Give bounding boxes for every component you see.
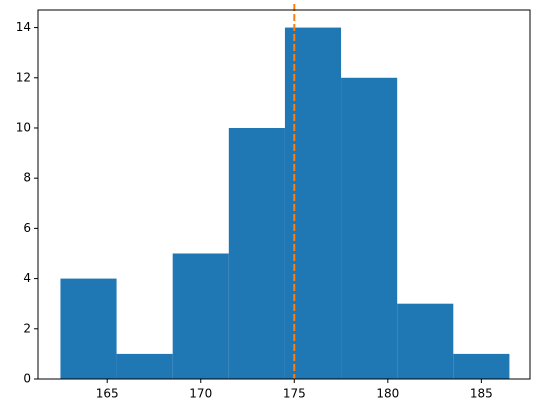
axes-frame bbox=[37, 9, 531, 380]
bar bbox=[172, 253, 229, 379]
y-tick-label: 12 bbox=[16, 70, 31, 84]
bar bbox=[453, 353, 510, 379]
x-tick-label: 175 bbox=[283, 387, 306, 401]
bar bbox=[60, 278, 117, 379]
y-tick-label: 10 bbox=[16, 120, 31, 134]
x-tick-label: 170 bbox=[189, 387, 212, 401]
y-tick-label: 8 bbox=[23, 171, 31, 185]
x-tick-label: 165 bbox=[96, 387, 119, 401]
x-tick-label: 180 bbox=[376, 387, 399, 401]
y-tick-label: 0 bbox=[23, 372, 31, 386]
bar bbox=[228, 127, 285, 380]
bar bbox=[341, 77, 398, 379]
x-tick-label: 185 bbox=[470, 387, 493, 401]
y-tick-label: 4 bbox=[23, 271, 31, 285]
y-tick-label: 6 bbox=[23, 221, 31, 235]
y-tick-label: 2 bbox=[23, 321, 31, 335]
bar bbox=[116, 353, 173, 379]
bar bbox=[397, 303, 454, 379]
y-tick-label: 14 bbox=[16, 20, 31, 34]
